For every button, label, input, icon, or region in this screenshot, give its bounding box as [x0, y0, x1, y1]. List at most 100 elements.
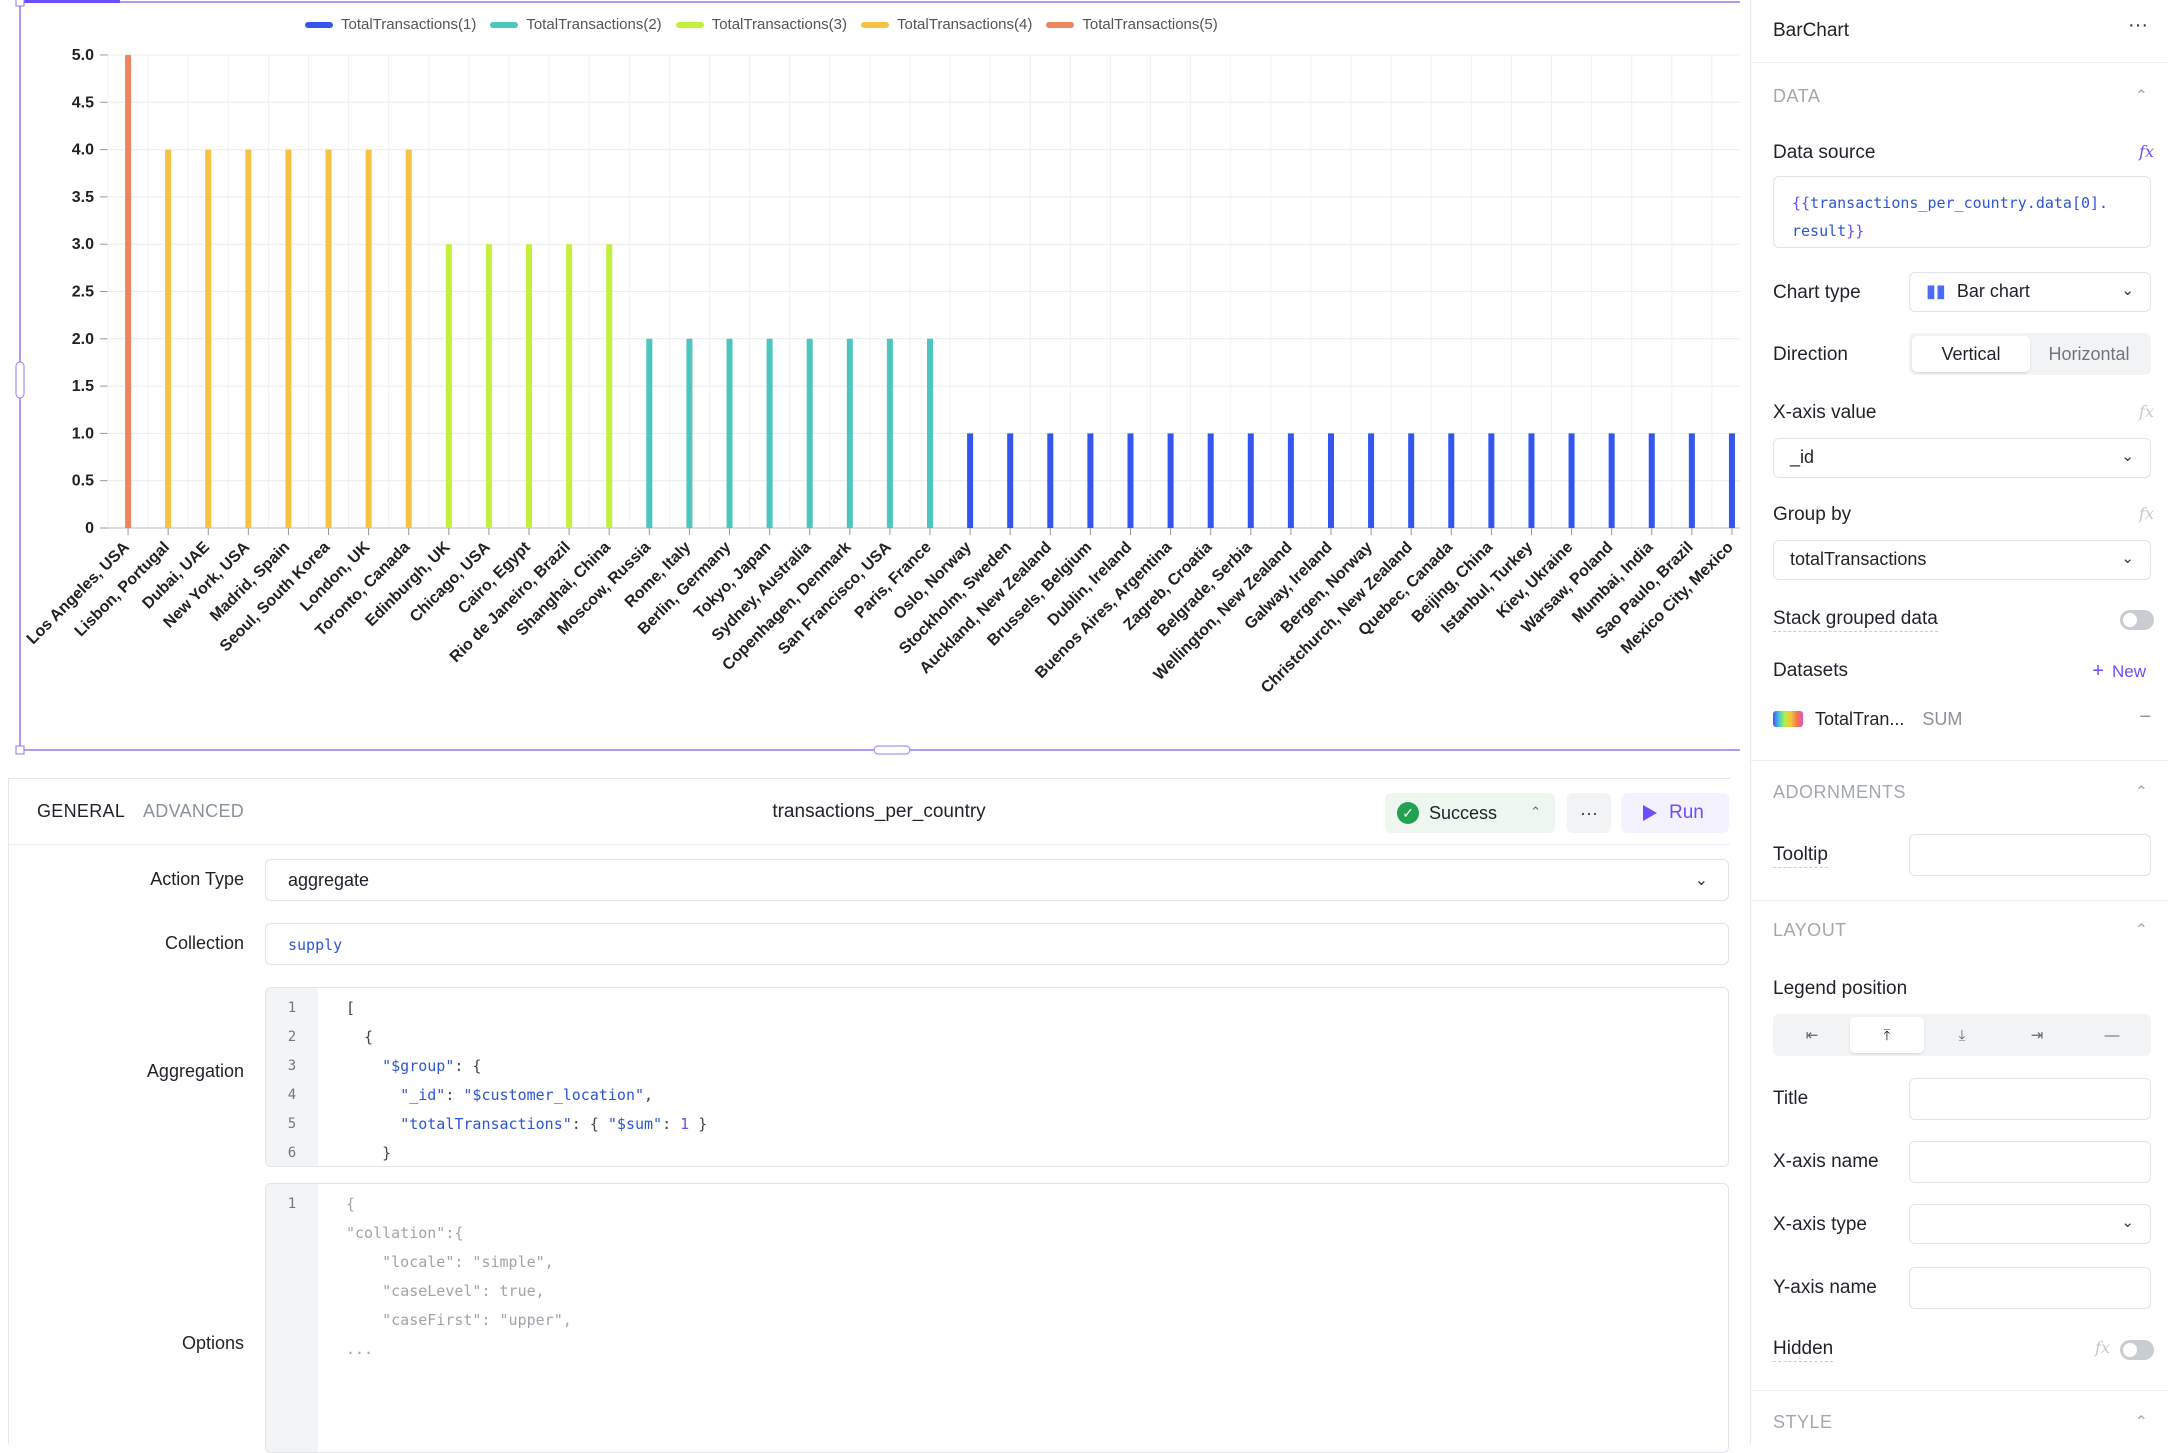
fx-icon[interactable]: fx — [2139, 504, 2154, 523]
bar — [1207, 433, 1214, 528]
fx-icon[interactable]: fx — [2139, 142, 2154, 161]
section-layout-header[interactable]: LAYOUT — [1773, 920, 1847, 940]
xaxis-name-input[interactable] — [1909, 1141, 2151, 1183]
group-by-select[interactable]: totalTransactions ⌄ — [1773, 540, 2151, 580]
bar — [1568, 433, 1575, 528]
run-button[interactable]: Run — [1621, 793, 1729, 833]
section-adornments-header[interactable]: ADORNMENTS — [1773, 782, 1907, 802]
legend-top-icon[interactable]: ⤒ — [1850, 1017, 1924, 1053]
y-tick-label: 2.5 — [72, 284, 94, 301]
bar — [485, 244, 492, 528]
y-tick-label: 2.0 — [72, 331, 94, 348]
dataset-row[interactable]: TotalTran... SUM − — [1773, 706, 2151, 732]
bar — [325, 149, 332, 528]
add-dataset-button[interactable]: + New — [2092, 660, 2146, 683]
collection-input[interactable]: supply — [265, 923, 1729, 965]
tooltip-input[interactable] — [1909, 834, 2151, 876]
code-line: { — [346, 1028, 374, 1046]
data-source-input[interactable]: {{transactions_per_country.data[0]. resu… — [1773, 176, 2151, 248]
y-tick-label: 5.0 — [72, 47, 94, 64]
xaxis-value-select[interactable]: _id ⌄ — [1773, 438, 2151, 478]
bar — [846, 338, 853, 528]
bar — [606, 244, 613, 528]
y-tick-label: 0.5 — [72, 473, 94, 490]
tab-advanced[interactable]: ADVANCED — [143, 801, 245, 821]
bar — [1047, 433, 1054, 528]
status-label: Success — [1429, 802, 1498, 823]
bar — [967, 433, 974, 528]
legend-bottom-icon[interactable]: ⤓ — [1958, 1026, 1966, 1044]
chart-type-select[interactable]: ▮▮ Bar chart ⌄ — [1909, 272, 2151, 312]
chart-legend: TotalTransactions(1) TotalTransactions(2)… — [305, 16, 1218, 33]
property-panel: BarChart ··· DATA ⌃ Data source fx {{tra… — [1750, 0, 2168, 1444]
direction-vertical[interactable]: Vertical — [1912, 336, 2030, 372]
legend-item[interactable]: TotalTransactions(3) — [675, 16, 847, 33]
bar — [1608, 433, 1615, 528]
legend-left-icon[interactable]: ⇤ — [1805, 1027, 1819, 1044]
code-line: "caseLevel": true, — [346, 1282, 545, 1300]
bar — [886, 338, 893, 528]
y-tick-label: 3.0 — [72, 236, 94, 253]
y-tick-label: 4.5 — [72, 94, 94, 111]
stack-grouped-label: Stack grouped data — [1773, 608, 1938, 632]
line-number: 1 — [287, 1000, 297, 1016]
legend-hidden-icon[interactable]: — — [2104, 1026, 2120, 1044]
xaxis-type-select[interactable]: ⌄ — [1909, 1204, 2151, 1244]
chart-type-label: Chart type — [1773, 282, 1861, 303]
section-style-header[interactable]: STYLE — [1773, 1412, 1833, 1432]
bar — [1448, 433, 1455, 528]
chevron-up-icon[interactable]: ⌃ — [2134, 784, 2148, 801]
bar — [1528, 433, 1535, 528]
tab-general[interactable]: GENERAL — [37, 801, 126, 821]
code-line: "_id": "$customer_location", — [400, 1086, 654, 1104]
ellipsis-icon: ··· — [1580, 802, 1598, 823]
options-label: Options — [181, 1333, 244, 1353]
chevron-down-icon: ⌄ — [2121, 448, 2134, 465]
section-data-header[interactable]: DATA — [1773, 86, 1821, 106]
options-code-editor[interactable]: 1 {"collation":{ "locale": "simple", "cas… — [265, 1183, 1729, 1453]
status-button[interactable]: ✓ Success ⌃ — [1385, 793, 1555, 833]
action-type-select[interactable]: aggregate ⌄ — [265, 859, 1729, 901]
aggregation-code-editor[interactable]: 1 [2 {3 "$group": {4 "_id": "$customer_lo… — [265, 987, 1729, 1167]
chevron-down-icon: ⌄ — [2121, 282, 2134, 299]
bar-chart-widget[interactable]: 0 0.5 1.0 1.5 2.0 2.5 3.0 3.5 4.0 4.5 5.0 Los Angel… — [0, 0, 1740, 780]
legend-item[interactable]: TotalTransactions(1) — [305, 16, 476, 33]
direction-horizontal[interactable]: Horizontal — [2048, 343, 2130, 364]
chevron-up-icon[interactable]: ⌃ — [2134, 1414, 2148, 1431]
bar — [1648, 433, 1655, 528]
hidden-toggle[interactable] — [2120, 1340, 2154, 1360]
legend-item[interactable]: TotalTransactions(2) — [490, 16, 662, 33]
bar — [566, 244, 573, 528]
widget-title[interactable]: BarChart — [1773, 20, 1850, 41]
yaxis-name-input[interactable] — [1909, 1267, 2151, 1309]
fx-icon[interactable]: fx — [2139, 402, 2154, 421]
aggregation-label: Aggregation — [146, 1061, 244, 1081]
bar-chart-icon: ▮▮ — [1926, 281, 1946, 301]
collection-label: Collection — [164, 933, 244, 953]
title-input[interactable] — [1909, 1078, 2151, 1120]
legend-right-icon[interactable]: ⇥ — [2030, 1027, 2044, 1044]
legend-item[interactable]: TotalTransactions(5) — [1046, 16, 1218, 33]
widget-more-button[interactable]: ··· — [2128, 14, 2148, 36]
legend-item[interactable]: TotalTransactions(4) — [861, 16, 1032, 33]
bar — [1327, 433, 1334, 528]
divider — [1751, 760, 2168, 761]
bar — [1408, 433, 1415, 528]
remove-dataset-icon[interactable]: − — [2139, 706, 2151, 728]
xaxis-value: _id — [1790, 447, 1815, 467]
bar — [405, 149, 412, 528]
bar — [1368, 433, 1375, 528]
chevron-up-icon[interactable]: ⌃ — [2134, 922, 2148, 939]
hidden-label: Hidden — [1773, 1338, 1834, 1362]
bar — [285, 149, 292, 528]
stack-grouped-toggle[interactable] — [2120, 610, 2154, 630]
fx-icon[interactable]: fx — [2095, 1338, 2110, 1357]
check-circle-icon: ✓ — [1397, 802, 1419, 824]
more-options-button[interactable]: ··· — [1567, 793, 1611, 833]
query-editor-header: GENERAL ADVANCED transactions_per_countr… — [9, 779, 1730, 845]
chevron-up-icon[interactable]: ⌃ — [2134, 88, 2148, 105]
palette-icon — [1773, 711, 1803, 727]
code-line: [ — [346, 999, 356, 1017]
legend-label: TotalTransactions(1) — [341, 16, 477, 33]
